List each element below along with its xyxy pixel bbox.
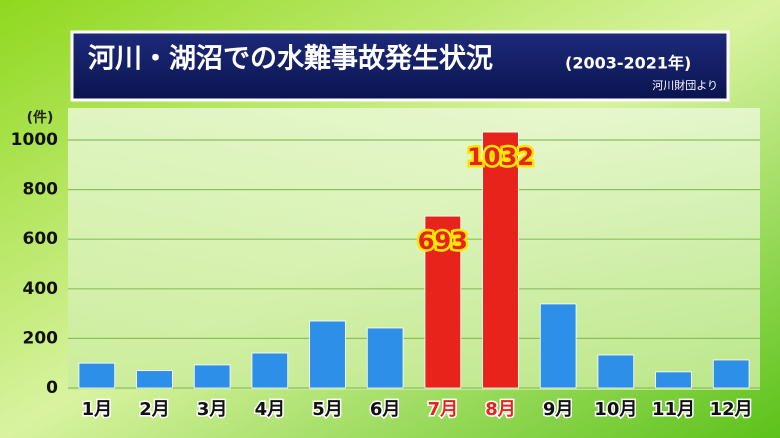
bar — [539, 303, 577, 389]
x-tick-label: 11月 — [652, 399, 695, 420]
y-tick-label: 600 — [23, 229, 59, 249]
x-tick-label: 9月 — [543, 399, 574, 420]
x-tick-label: 3月 — [197, 399, 228, 420]
x-tick-label: 6月 — [370, 399, 401, 420]
plot-area — [68, 108, 760, 390]
bar — [78, 362, 116, 389]
chart-title: 河川・湖沼での水難事故発生状況 — [88, 44, 493, 75]
y-tick-label: 800 — [23, 180, 59, 200]
y-tick-label: 0 — [46, 378, 58, 398]
x-tick-label: 7月 — [428, 399, 459, 420]
x-tick-label: 4月 — [255, 399, 286, 420]
bar — [655, 371, 692, 389]
bar — [712, 359, 750, 389]
bar — [136, 370, 173, 389]
y-tick-label: 400 — [23, 279, 59, 299]
x-tick-label: 2月 — [139, 399, 170, 420]
bar — [482, 131, 519, 389]
chart-subtitle: (2003-2021年) — [565, 54, 691, 73]
data-label: 693 — [418, 227, 468, 255]
bar — [309, 320, 346, 389]
y-tick-label: 1000 — [11, 130, 58, 150]
x-tick-label: 1月 — [82, 399, 113, 420]
title-box — [70, 30, 730, 102]
y-tick-label: 200 — [23, 328, 59, 348]
data-label: 1032 — [467, 143, 534, 171]
bar — [251, 352, 289, 389]
bar — [424, 215, 462, 389]
bar — [193, 364, 231, 389]
y-axis-label: (件) — [27, 109, 54, 126]
x-tick-label: 5月 — [312, 399, 343, 420]
x-tick-label: 8月 — [485, 399, 516, 420]
x-tick-label: 10月 — [594, 399, 637, 420]
source: 河川財団より — [652, 78, 718, 92]
bar — [366, 327, 404, 389]
bar — [597, 354, 635, 389]
x-tick-label: 12月 — [710, 399, 753, 420]
